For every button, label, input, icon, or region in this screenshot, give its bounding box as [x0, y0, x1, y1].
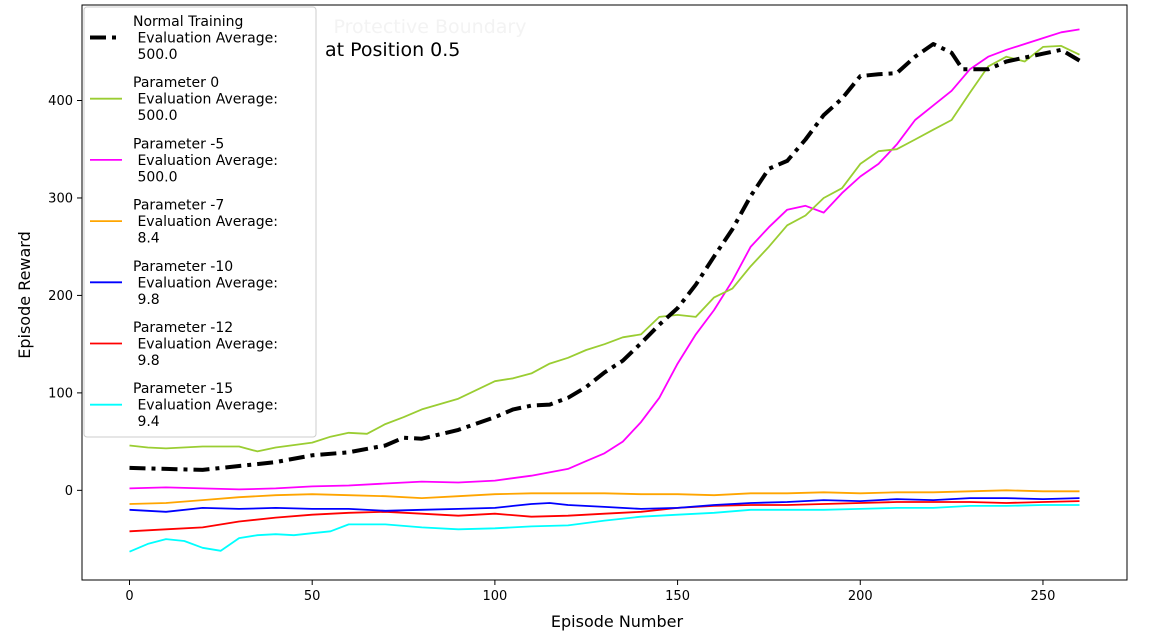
series-line-5: [129, 500, 1080, 533]
x-tick-label: 0: [125, 589, 133, 604]
series-line-6: [129, 504, 1080, 553]
y-tick-label: 400: [48, 94, 73, 109]
x-tick-label: 50: [304, 589, 321, 604]
y-axis-label: Episode Reward: [15, 231, 34, 359]
chart-annotation: at Position 0.5: [325, 39, 460, 61]
legend-label-1: Parameter 0 Evaluation Average: 500.0: [133, 75, 278, 124]
legend-label-2: Parameter -5 Evaluation Average: 500.0: [133, 136, 278, 185]
series-line-0: [129, 42, 1081, 472]
legend-box: [83, 6, 317, 438]
x-axis-ticks: 0 50 100 150 200 250: [125, 580, 1055, 604]
series-line-2: [129, 28, 1080, 491]
series-line-3: [129, 489, 1080, 505]
legend-label-0: Normal Training Evaluation Average: 500.…: [133, 14, 278, 63]
series-layer: [129, 28, 1081, 553]
series-line-1: [129, 45, 1080, 453]
x-tick-label: 150: [665, 589, 690, 604]
x-tick-label: 200: [848, 589, 873, 604]
x-tick-label: 100: [482, 589, 507, 604]
chart-title: Protective Boundary: [334, 16, 527, 38]
y-axis-ticks: 0 100 200 300 400: [48, 94, 82, 499]
legend-label-6: Parameter -15 Evaluation Average: 9.4: [133, 381, 278, 430]
x-tick-label: 250: [1031, 589, 1056, 604]
y-tick-label: 300: [48, 191, 73, 206]
series-line-4: [129, 497, 1080, 513]
legend-label-3: Parameter -7 Evaluation Average: 8.4: [133, 198, 278, 247]
y-tick-label: 100: [48, 386, 73, 401]
legend-label-5: Parameter -12 Evaluation Average: 9.8: [133, 320, 278, 369]
x-axis-label: Episode Number: [551, 612, 684, 631]
legend-entries: Normal Training Evaluation Average: 500.…: [90, 14, 278, 430]
y-tick-label: 0: [65, 484, 73, 499]
legend: Normal Training Evaluation Average: 500.…: [83, 6, 317, 438]
legend-label-4: Parameter -10 Evaluation Average: 9.8: [133, 259, 278, 308]
y-tick-label: 200: [48, 289, 73, 304]
